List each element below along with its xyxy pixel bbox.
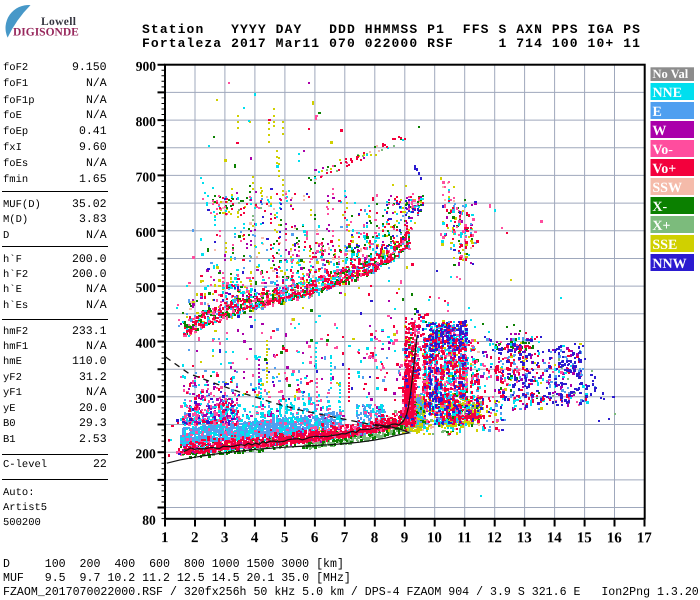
svg-text:X-: X- — [652, 200, 667, 215]
svg-text:11: 11 — [457, 530, 471, 546]
svg-text:200: 200 — [136, 446, 157, 461]
svg-text:12: 12 — [487, 530, 502, 546]
svg-text:900: 900 — [136, 59, 157, 74]
svg-text:NNE: NNE — [652, 86, 682, 101]
svg-text:SSE: SSE — [652, 238, 677, 253]
svg-text:13: 13 — [517, 530, 532, 546]
svg-text:14: 14 — [547, 530, 563, 546]
svg-text:700: 700 — [136, 169, 157, 184]
svg-text:2: 2 — [191, 530, 199, 546]
svg-text:7: 7 — [341, 530, 349, 546]
svg-text:10: 10 — [427, 530, 442, 546]
svg-text:500: 500 — [136, 280, 157, 295]
svg-text:Vo-: Vo- — [652, 143, 673, 158]
svg-text:800: 800 — [136, 114, 157, 129]
svg-text:6: 6 — [311, 530, 319, 546]
svg-text:X+: X+ — [652, 219, 670, 234]
svg-text:4: 4 — [251, 530, 259, 546]
svg-text:3: 3 — [221, 530, 229, 546]
svg-text:No Val: No Val — [652, 67, 688, 81]
svg-text:8: 8 — [371, 530, 379, 546]
svg-text:E: E — [652, 105, 661, 120]
svg-text:Lowell: Lowell — [41, 16, 76, 28]
svg-text:15: 15 — [577, 530, 592, 546]
svg-text:80: 80 — [142, 513, 156, 528]
svg-text:W: W — [652, 124, 666, 139]
svg-text:1: 1 — [161, 530, 169, 546]
svg-text:300: 300 — [136, 391, 157, 406]
svg-text:DIGISONDE: DIGISONDE — [13, 27, 79, 39]
svg-text:SSW: SSW — [652, 181, 682, 196]
svg-text:NNW: NNW — [652, 257, 686, 272]
svg-text:400: 400 — [136, 336, 157, 351]
svg-text:Vo+: Vo+ — [652, 162, 676, 177]
svg-text:5: 5 — [281, 530, 289, 546]
svg-text:17: 17 — [637, 530, 653, 546]
svg-text:16: 16 — [607, 530, 623, 546]
svg-text:9: 9 — [401, 530, 409, 546]
svg-text:600: 600 — [136, 225, 157, 240]
